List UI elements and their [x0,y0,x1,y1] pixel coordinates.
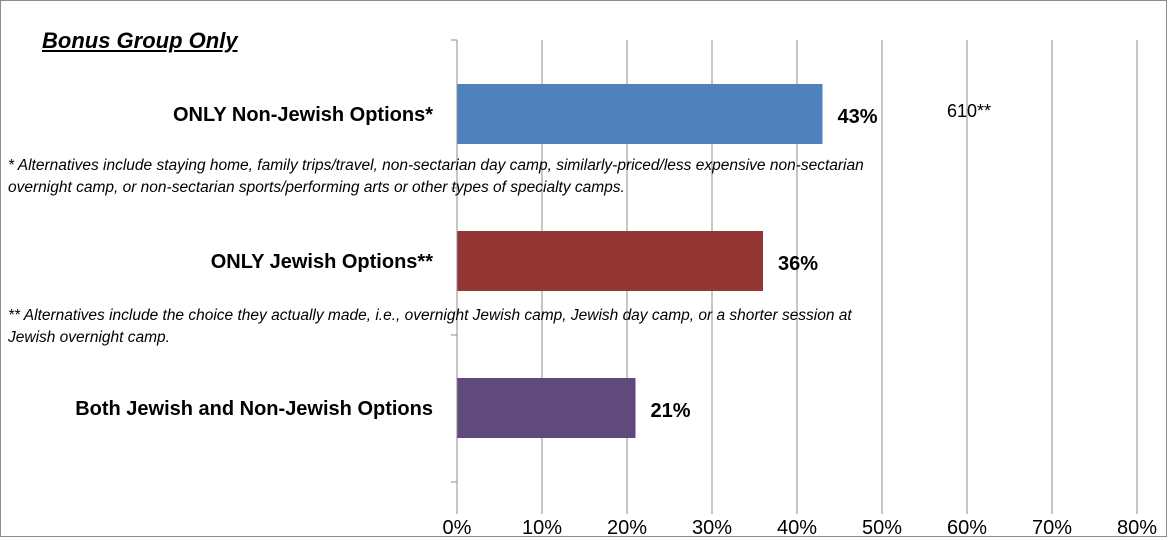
footnote-1: * Alternatives include staying home, fam… [8,155,864,199]
data-label: 21% [651,400,691,422]
data-label: 43% [838,106,878,128]
x-tick-label: 40% [777,517,817,539]
sample-size-note: 610** [947,101,992,121]
category-label: Both Jewish and Non-Jewish Options [75,398,433,420]
x-tick-label: 10% [522,517,562,539]
footnote-1-line-1: * Alternatives include staying home, fam… [8,157,864,174]
category-label: ONLY Non-Jewish Options* [173,104,433,126]
bar [457,231,763,291]
footnote-2: ** Alternatives include the choice they … [8,305,852,349]
category-label: ONLY Jewish Options** [211,251,434,273]
x-tick-label: 30% [692,517,732,539]
x-tick-label: 60% [947,517,987,539]
footnote-2-line-2: Jewish overnight camp. [8,329,170,346]
bar [457,84,823,144]
x-tick-label: 20% [607,517,647,539]
x-tick-label: 50% [862,517,902,539]
x-tick-label: 80% [1117,517,1157,539]
bar [457,378,636,438]
data-label: 36% [778,253,818,275]
chart-title: Bonus Group Only [42,28,238,53]
footnote-2-line-1: ** Alternatives include the choice they … [8,307,852,324]
footnote-1-line-2: overnight camp, or non-sectarian sports/… [8,179,625,196]
x-tick-label: 0% [443,517,472,539]
x-tick-label: 70% [1032,517,1072,539]
